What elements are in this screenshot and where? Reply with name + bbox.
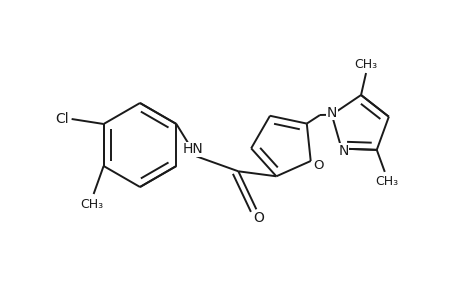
Text: CH₃: CH₃	[375, 176, 397, 188]
Text: CH₃: CH₃	[354, 58, 377, 70]
Text: O: O	[313, 158, 323, 172]
Text: O: O	[252, 211, 263, 225]
Text: Cl: Cl	[55, 112, 68, 126]
Text: N: N	[338, 144, 348, 158]
Text: CH₃: CH₃	[80, 197, 103, 211]
Text: HN: HN	[183, 142, 203, 156]
Text: N: N	[326, 106, 336, 120]
